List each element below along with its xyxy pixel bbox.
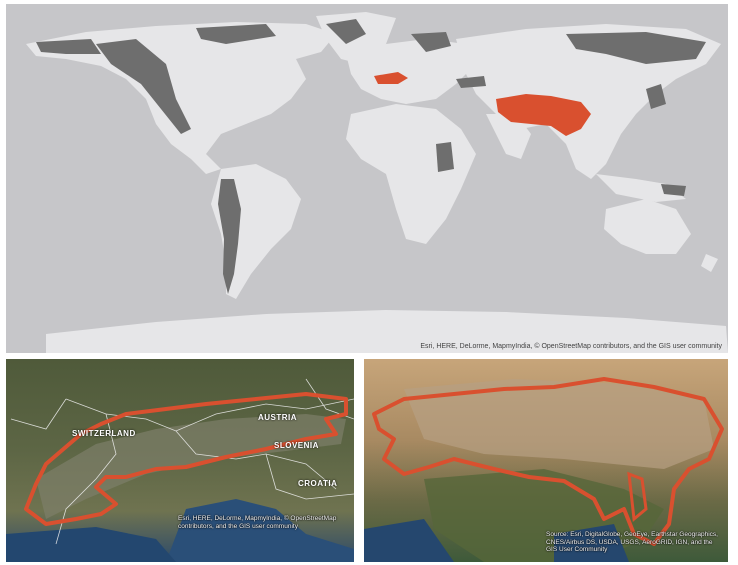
scandinavia-region	[411, 32, 451, 52]
antarctica-landmass	[46, 310, 728, 353]
caucasus-region	[456, 76, 486, 88]
alps-region-icon[interactable]	[374, 72, 408, 84]
tibetan-plateau-texture	[404, 379, 714, 469]
mediterranean-sea	[6, 527, 176, 562]
world-map-canvas	[26, 12, 728, 353]
alps-region-outline[interactable]	[24, 392, 348, 526]
andes-region	[218, 179, 241, 294]
hma-eastern-ranges-outline	[627, 471, 648, 522]
high-mountain-asia-satellite-map[interactable]: Source: Esri, DigitalGlobe, GeoEye, Eart…	[364, 359, 728, 562]
country-label-croatia: CROATIA	[298, 479, 338, 488]
india-landmass	[486, 114, 531, 159]
asia-map-attribution: Source: Esri, DigitalGlobe, GeoEye, Eart…	[546, 531, 718, 553]
africa-landmass	[346, 104, 476, 244]
australia-landmass	[604, 199, 691, 254]
new-guinea-region	[661, 184, 686, 196]
high-mountain-asia-region-icon[interactable]	[496, 94, 591, 136]
alps-mountain-texture	[36, 414, 346, 519]
country-label-slovenia: SLOVENIA	[274, 441, 319, 450]
alps-map-canvas	[6, 359, 354, 562]
world-map[interactable]: Esri, HERE, DeLorme, MapmyIndia, © OpenS…	[6, 4, 728, 353]
mountain-layer	[36, 19, 706, 294]
alps-satellite-map[interactable]: SWITZERLAND AUSTRIA SLOVENIA CROATIA Esr…	[6, 359, 354, 562]
high-mountain-asia-region-outline[interactable]	[372, 377, 724, 546]
europe-landmass	[346, 39, 476, 104]
country-label-austria: AUSTRIA	[258, 413, 298, 422]
new-zealand-landmass	[701, 254, 718, 272]
alps-map-attribution: Esri, HERE, DeLorme, MapmyIndia, © OpenS…	[178, 515, 337, 530]
land-layer	[26, 12, 728, 353]
east-africa-highlands-region	[436, 142, 454, 172]
highlight-layer	[374, 72, 591, 136]
japan-region	[646, 84, 666, 109]
canada-arctic-region	[196, 24, 276, 44]
country-label-switzerland: SWITZERLAND	[72, 429, 136, 438]
siberia-mountains-region	[566, 32, 706, 64]
rocky-mountains-region	[96, 39, 191, 134]
greenland-ice-region	[326, 19, 366, 44]
bay-of-bengal	[554, 524, 629, 562]
southeast-asia-islands	[596, 174, 686, 202]
world-map-attribution: Esri, HERE, DeLorme, MapmyIndia, © OpenS…	[420, 343, 722, 350]
adriatic-sea	[166, 499, 354, 562]
arabian-sea	[364, 519, 454, 562]
north-america-landmass	[26, 22, 336, 174]
asia-map-canvas	[364, 359, 728, 562]
alaska-range-region	[36, 39, 101, 54]
